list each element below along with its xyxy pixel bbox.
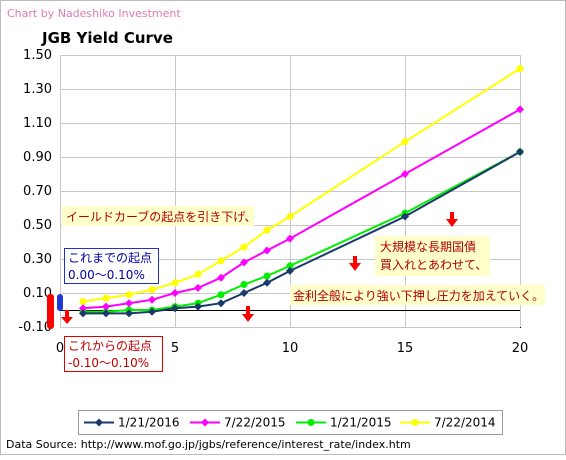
- after-start-range-band: [47, 294, 54, 329]
- data-point: [307, 419, 315, 426]
- data-point: [201, 418, 209, 427]
- after-start-box: [64, 336, 163, 372]
- data-point: [263, 278, 271, 287]
- data-point: [240, 258, 248, 267]
- data-point: [217, 291, 225, 299]
- data-point: [217, 273, 225, 282]
- annotation-box-large-scale: [375, 236, 490, 276]
- y-tick-label: 0.70: [23, 184, 52, 199]
- down-arrow: [349, 256, 361, 271]
- data-point: [125, 309, 133, 318]
- data-point: [194, 302, 202, 311]
- annotation-box-lower-start: [62, 206, 254, 226]
- before-start-box: [64, 248, 159, 284]
- data-source: Data Source: http://www.mof.go.jp/jgbs/r…: [6, 438, 411, 451]
- data-point: [79, 298, 87, 305]
- data-point: [217, 257, 225, 265]
- y-tick-label: 0.50: [23, 218, 52, 233]
- y-tick-label: 1.30: [23, 82, 52, 97]
- data-point: [240, 281, 248, 288]
- data-point: [516, 147, 524, 156]
- down-arrow: [61, 310, 73, 324]
- data-point: [148, 295, 156, 304]
- y-tick-label: 0.90: [23, 150, 52, 165]
- data-point: [217, 299, 225, 308]
- series-line: [82, 108, 521, 310]
- data-point: [171, 279, 179, 287]
- down-arrow: [446, 212, 458, 227]
- data-point: [79, 304, 87, 313]
- data-point: [102, 309, 110, 318]
- data-point: [286, 234, 294, 243]
- down-arrow: [242, 306, 254, 322]
- data-point: [171, 304, 179, 313]
- before-start-range: 0.00〜0.10%: [68, 268, 145, 282]
- annotation-large-scale-line2: 買入れとあわせて、: [380, 258, 487, 272]
- data-point: [411, 419, 419, 426]
- data-point: [125, 299, 133, 308]
- data-point: [401, 138, 409, 146]
- chart-credit: Chart by Nadeshiko Investment: [7, 7, 181, 20]
- chart-title: JGB Yield Curve: [41, 29, 173, 47]
- data-point: [516, 105, 524, 114]
- x-tick-label: 10: [282, 341, 299, 356]
- y-tick-label: 0.30: [23, 252, 52, 267]
- data-point: [148, 286, 156, 294]
- x-tick-label: 0: [56, 341, 64, 356]
- before-start-range-band: [57, 294, 63, 311]
- data-point: [171, 289, 179, 297]
- legend-label: 1/21/2016: [118, 416, 180, 430]
- x-tick-label: 15: [397, 341, 414, 356]
- after-start-range: -0.10〜0.10%: [68, 356, 149, 370]
- series-1/21/2016: [79, 147, 524, 318]
- data-point: [263, 272, 271, 280]
- x-axis: 0 5 10 15 20: [56, 341, 528, 356]
- data-point: [286, 262, 294, 270]
- y-tick-label: 1.10: [23, 116, 52, 131]
- data-point: [401, 212, 409, 221]
- data-point: [194, 270, 202, 278]
- legend-label: 7/22/2015: [224, 416, 286, 430]
- data-point: [286, 213, 294, 220]
- data-point: [102, 294, 110, 302]
- x-tick-label: 5: [171, 341, 179, 356]
- data-point: [95, 418, 103, 427]
- data-point: [401, 170, 409, 178]
- data-point: [286, 266, 294, 275]
- series-line: [83, 151, 521, 313]
- legend-label: 7/22/2014: [434, 416, 496, 430]
- data-point: [125, 291, 133, 299]
- annotation-lower-start: イールドカーブの起点を引き下げ、: [66, 209, 256, 224]
- series-7/22/2015: [79, 105, 524, 313]
- data-point: [79, 309, 87, 318]
- annotation-pressure: 金利全般により強い下押し圧力を加えていく。: [293, 288, 544, 303]
- legend-box: [78, 410, 503, 435]
- data-point: [240, 289, 248, 297]
- data-point: [263, 226, 271, 234]
- series-line: [82, 67, 521, 303]
- annotation-large-scale-line1: 大規模な長期国債: [380, 239, 476, 254]
- y-tick-label: -0.10: [18, 320, 52, 335]
- series-layer: [79, 65, 524, 318]
- legend-label: 1/21/2015: [330, 416, 392, 430]
- series-7/22/2014: [79, 65, 524, 305]
- y-tick-label: 0.10: [23, 286, 52, 301]
- x-tick-label: 20: [512, 341, 529, 356]
- y-tick-label: 1.50: [23, 48, 52, 63]
- annotation-box-pressure: [290, 285, 545, 305]
- after-start-title: これからの起点: [68, 339, 152, 353]
- data-point: [240, 243, 248, 251]
- data-point: [263, 246, 271, 255]
- before-start-title: これまでの起点: [68, 251, 152, 265]
- y-axis: -0.10 0.10 0.30 0.50 0.70 0.90 1.10 1.30…: [18, 48, 52, 335]
- data-point: [102, 302, 110, 311]
- data-point: [194, 283, 202, 292]
- legend: 1/21/2016 7/22/2015 1/21/2015 7/22/2014: [84, 416, 496, 430]
- data-point: [148, 307, 156, 316]
- data-point: [516, 65, 524, 73]
